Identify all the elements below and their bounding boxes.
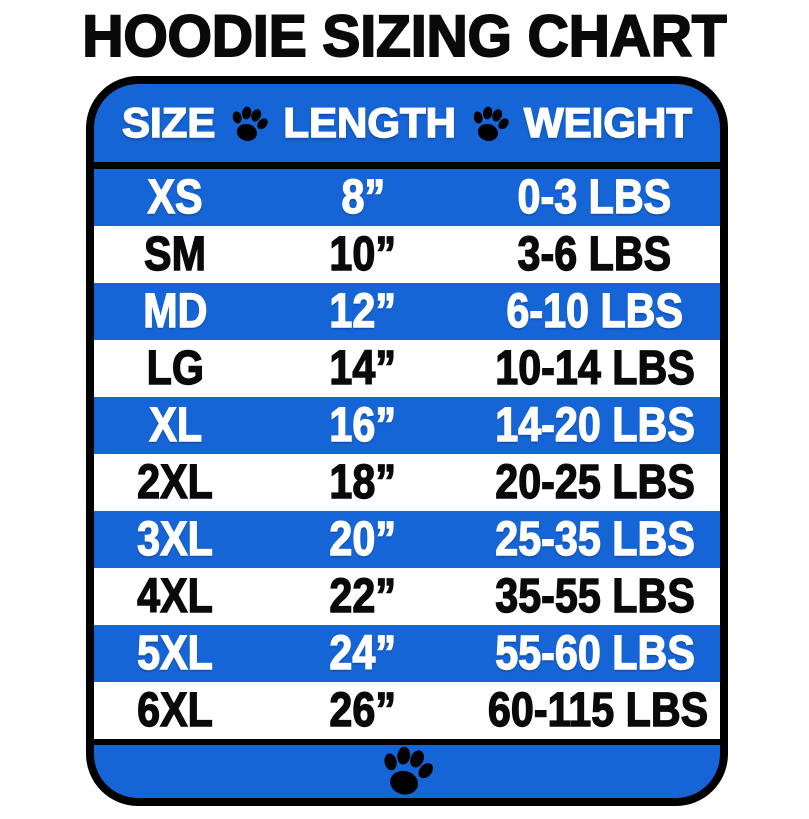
weight-cell: 14-20 LBS bbox=[494, 398, 695, 452]
size-cell: XS bbox=[147, 170, 203, 224]
weight-cell: 20-25 LBS bbox=[494, 455, 695, 509]
table-row: XS 8” 0-3 LBS bbox=[94, 169, 720, 226]
weight-cell: 25-35 LBS bbox=[494, 512, 695, 566]
length-cell: 24” bbox=[329, 626, 397, 680]
length-cell: 8” bbox=[341, 170, 386, 224]
table-row: 5XL 24” 55-60 LBS bbox=[94, 625, 720, 682]
size-cell: LG bbox=[146, 341, 205, 395]
table-row: MD 12” 6-10 LBS bbox=[94, 283, 720, 340]
size-cell: MD bbox=[143, 284, 208, 338]
length-cell: 20” bbox=[329, 512, 397, 566]
footer-divider bbox=[94, 739, 720, 745]
weight-cell: 6-10 LBS bbox=[506, 284, 684, 338]
size-cell: SM bbox=[144, 227, 207, 281]
paw-icon bbox=[466, 102, 514, 146]
weight-cell: 35-55 LBS bbox=[494, 569, 695, 623]
table-row: 2XL 18” 20-25 LBS bbox=[94, 454, 720, 511]
column-header-weight: WEIGHT bbox=[523, 98, 692, 147]
length-cell: 10” bbox=[329, 227, 397, 281]
weight-cell: 60-115 LBS bbox=[487, 683, 708, 737]
table-footer bbox=[94, 740, 720, 798]
paw-icon bbox=[226, 102, 273, 146]
length-cell: 12” bbox=[329, 284, 397, 338]
table-row: 3XL 20” 25-35 LBS bbox=[94, 511, 720, 568]
weight-cell: 55-60 LBS bbox=[494, 626, 695, 680]
length-cell: 14” bbox=[329, 341, 397, 395]
table-body: XS 8” 0-3 LBS SM 10” 3-6 LBS MD 12” 6-10… bbox=[94, 169, 720, 739]
weight-cell: 3-6 LBS bbox=[517, 227, 672, 281]
weight-cell: 0-3 LBS bbox=[517, 170, 672, 224]
page-title: HOODIE SIZING CHART bbox=[81, 3, 727, 70]
table-header-row: SIZE LENGTH WEIGHT bbox=[94, 84, 720, 162]
length-cell: 22” bbox=[329, 569, 397, 623]
column-header-size: SIZE bbox=[121, 98, 216, 147]
table-row: 4XL 22” 35-55 LBS bbox=[94, 568, 720, 625]
size-cell: 2XL bbox=[137, 455, 214, 509]
length-cell: 16” bbox=[329, 398, 397, 452]
column-header-length: LENGTH bbox=[283, 98, 457, 147]
table-row: 6XL 26” 60-115 LBS bbox=[94, 682, 720, 739]
length-cell: 18” bbox=[329, 455, 397, 509]
table-row: XL 16” 14-20 LBS bbox=[94, 397, 720, 454]
size-cell: 6XL bbox=[137, 683, 214, 737]
length-cell: 26” bbox=[329, 683, 397, 737]
size-cell: 3XL bbox=[137, 512, 214, 566]
size-cell: XL bbox=[148, 398, 202, 452]
sizing-table-card: SIZE LENGTH WEIGHT XS 8” 0-3 LBS SM 10” … bbox=[86, 76, 728, 806]
paw-icon bbox=[374, 740, 440, 798]
weight-cell: 10-14 LBS bbox=[494, 341, 695, 395]
size-cell: 4XL bbox=[137, 569, 214, 623]
size-cell: 5XL bbox=[137, 626, 214, 680]
table-row: LG 14” 10-14 LBS bbox=[94, 340, 720, 397]
header-divider bbox=[94, 162, 720, 169]
table-row: SM 10” 3-6 LBS bbox=[94, 226, 720, 283]
